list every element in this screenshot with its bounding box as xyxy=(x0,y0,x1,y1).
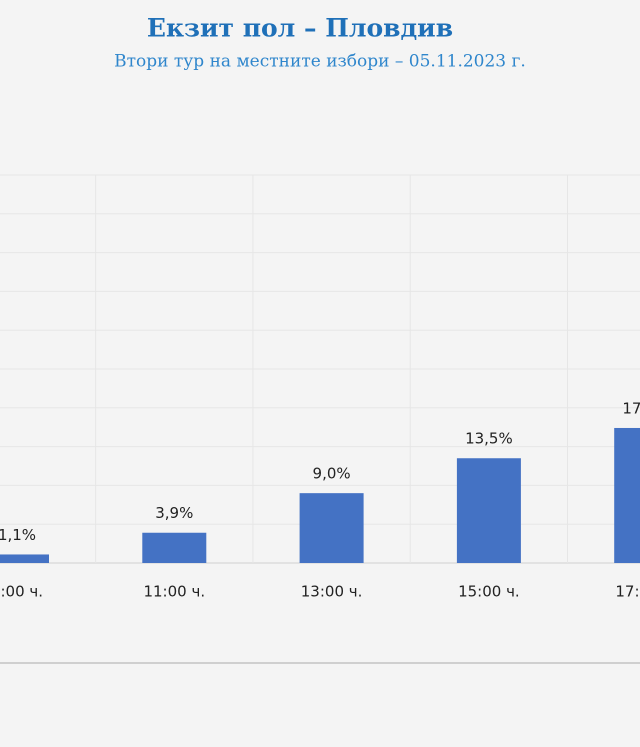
x-tick-label: 15:00 ч. xyxy=(458,583,520,601)
bar xyxy=(456,458,521,563)
x-tick-label: 9:00 ч. xyxy=(0,583,43,601)
x-tick-label: 17:00 ч. xyxy=(615,583,640,601)
x-tick-label: 13:00 ч. xyxy=(301,583,363,601)
data-label: 17,4% xyxy=(622,399,640,417)
chart-subtitle: Втори тур на местните избори – 05.11.202… xyxy=(114,52,526,72)
bar xyxy=(0,554,49,563)
chart-title: Екзит пол – Пловдив xyxy=(147,14,453,43)
x-tick-label: 11:00 ч. xyxy=(143,583,205,601)
bar xyxy=(299,493,364,563)
data-label: 3,9% xyxy=(155,504,193,522)
bar xyxy=(614,427,640,563)
data-label: 1,1% xyxy=(0,526,36,544)
data-label: 9,0% xyxy=(313,465,351,483)
bar xyxy=(142,532,207,563)
data-label: 13,5% xyxy=(465,430,513,448)
